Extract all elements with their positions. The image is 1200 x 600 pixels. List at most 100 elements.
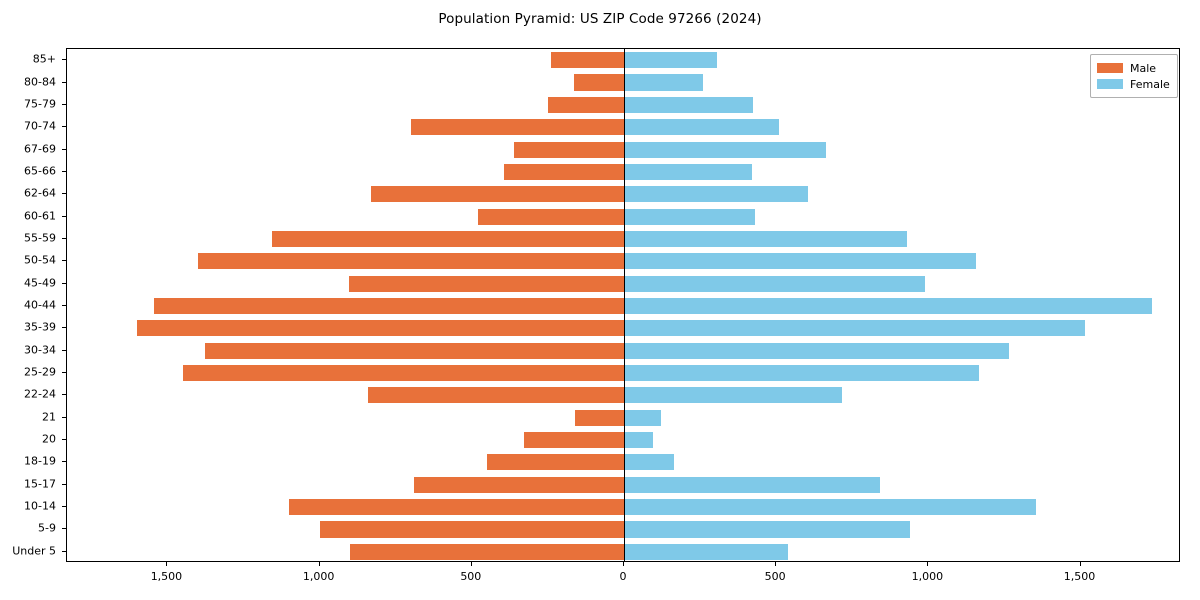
y-tick-label: 55-59 [24, 231, 56, 245]
y-tick-label: 50-54 [24, 253, 56, 267]
y-tick-label: 5-9 [38, 521, 56, 535]
bar-female [624, 409, 661, 426]
y-tick-mark [62, 372, 66, 374]
bar-female [624, 253, 976, 270]
bar-row [67, 163, 1179, 180]
bar-row [67, 476, 1179, 493]
y-tick-mark [62, 305, 66, 306]
y-tick-mark [62, 416, 66, 418]
x-tick-label: 1,000 [302, 570, 335, 583]
bar-row [67, 96, 1179, 113]
y-tick-mark [62, 550, 66, 552]
y-tick-mark [62, 103, 66, 105]
bar-female [624, 543, 789, 560]
bar-female [624, 96, 754, 113]
y-tick-mark [62, 327, 66, 329]
bar-male [137, 320, 624, 337]
legend-swatch-icon [1097, 79, 1123, 89]
y-tick-mark [62, 461, 66, 463]
y-tick-label: 21 [42, 410, 56, 424]
bar-row [67, 454, 1179, 471]
bar-male [523, 432, 624, 449]
y-tick-label: 70-74 [24, 119, 56, 133]
bar-male [205, 342, 624, 359]
bar-row [67, 208, 1179, 225]
bar-female [624, 342, 1010, 359]
x-tick-label: 1,500 [150, 570, 183, 583]
x-axis: 1,500 1,000 500 0 500 1,000 1,500 [0, 562, 1200, 600]
zero-axis-line [624, 49, 625, 561]
chart-legend: Male Female [1090, 54, 1178, 98]
bar-male [319, 521, 624, 538]
y-tick-mark [62, 81, 66, 83]
bar-row [67, 543, 1179, 560]
bar-row [67, 253, 1179, 270]
bar-male [197, 253, 624, 270]
plot-area [66, 48, 1180, 562]
x-tick-mark [470, 562, 472, 566]
bar-female [624, 208, 755, 225]
y-tick-label: 80-84 [24, 75, 56, 89]
x-tick-label: 0 [619, 570, 627, 583]
bar-row [67, 275, 1179, 292]
y-axis: 85+ 80-84 75-79 70-74 67-69 65-66 62-64 60-61 55… [0, 48, 66, 562]
y-tick-mark [62, 126, 66, 128]
bar-male [371, 186, 624, 203]
y-tick-label: 30-34 [24, 343, 56, 357]
bar-female [624, 74, 704, 91]
x-tick-mark [318, 562, 320, 566]
bar-male [514, 141, 624, 158]
y-tick-mark [62, 237, 66, 239]
bar-male [153, 297, 624, 315]
bar-row [67, 342, 1179, 359]
bar-row [67, 499, 1179, 516]
bar-row [67, 409, 1179, 426]
bar-row [67, 521, 1179, 538]
bar-male [575, 409, 624, 426]
x-tick-mark [623, 562, 624, 566]
y-tick-mark [62, 148, 66, 150]
x-tick-label: 500 [460, 570, 482, 583]
y-tick-label: 40-44 [24, 298, 56, 312]
bar-male [350, 543, 624, 560]
y-tick-mark [62, 193, 66, 195]
bar-female [624, 499, 1037, 516]
y-tick-mark [62, 349, 66, 351]
bar-row [67, 119, 1179, 136]
y-tick-label: 45-49 [24, 276, 56, 290]
y-tick-label: 10-14 [24, 499, 56, 513]
bar-female [624, 297, 1153, 315]
legend-item-female[interactable]: Female [1097, 76, 1170, 92]
bar-row [67, 141, 1179, 158]
bar-male [573, 74, 624, 91]
bar-row [67, 432, 1179, 449]
y-tick-mark [62, 483, 66, 485]
bar-female [624, 454, 675, 471]
bar-female [624, 163, 752, 180]
bar-male [289, 499, 624, 516]
x-tick-mark [1079, 562, 1081, 566]
bar-row [67, 230, 1179, 247]
y-tick-label: 25-29 [24, 365, 56, 379]
y-tick-mark [62, 170, 66, 172]
bar-male [413, 476, 624, 493]
x-tick-mark [166, 562, 168, 566]
y-tick-label: Under 5 [12, 544, 56, 558]
y-tick-mark [62, 282, 66, 284]
y-tick-mark [62, 394, 66, 396]
y-tick-label: 15-17 [24, 477, 56, 491]
bar-male [503, 163, 624, 180]
bar-male [547, 96, 624, 113]
bar-row [67, 297, 1179, 315]
x-tick-label: 500 [764, 570, 786, 583]
y-tick-label: 60-61 [24, 209, 56, 223]
y-tick-label: 65-66 [24, 164, 56, 178]
y-tick-label: 75-79 [24, 97, 56, 111]
legend-item-male[interactable]: Male [1097, 60, 1170, 76]
bar-female [624, 364, 979, 382]
bar-male [348, 275, 624, 292]
y-tick-label: 18-19 [24, 454, 56, 468]
bar-female [624, 230, 908, 247]
y-tick-mark [62, 528, 66, 530]
y-tick-label: 67-69 [24, 142, 56, 156]
